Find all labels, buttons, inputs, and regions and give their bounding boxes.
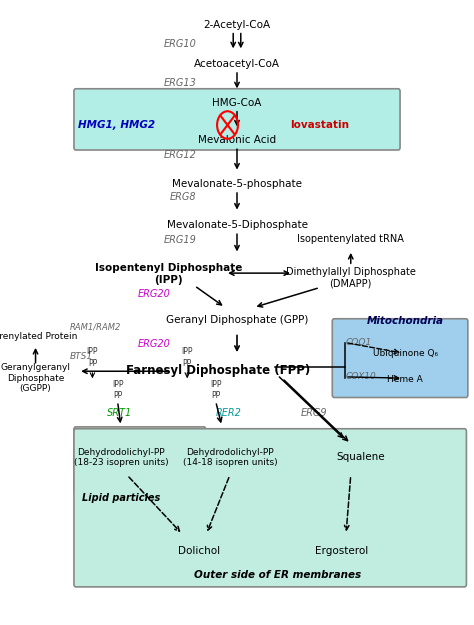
Text: HMG1, HMG2: HMG1, HMG2	[78, 120, 155, 130]
Text: Geranylgeranyl
Diphosphate
(GGPP): Geranylgeranyl Diphosphate (GGPP)	[0, 363, 71, 393]
Text: PP: PP	[182, 359, 192, 368]
Text: Prenylated Protein: Prenylated Protein	[0, 332, 77, 341]
Text: IPP: IPP	[112, 380, 123, 389]
Text: Dehydrodolichyl-PP
(14-18 isopren units): Dehydrodolichyl-PP (14-18 isopren units)	[182, 448, 277, 468]
Text: Acetoacetyl-CoA: Acetoacetyl-CoA	[194, 59, 280, 69]
Text: lovastatin: lovastatin	[291, 120, 349, 130]
FancyBboxPatch shape	[332, 319, 468, 398]
Text: PP: PP	[88, 359, 97, 368]
Text: RER2: RER2	[216, 408, 241, 418]
Text: Mevalonate-5-Diphosphate: Mevalonate-5-Diphosphate	[166, 220, 308, 230]
Text: Ergosterol: Ergosterol	[315, 546, 368, 556]
Text: 2-Acetyl-CoA: 2-Acetyl-CoA	[203, 20, 271, 30]
Text: ERG12: ERG12	[164, 150, 197, 160]
Text: PP: PP	[211, 391, 220, 399]
Text: Outer side of ER membranes: Outer side of ER membranes	[194, 570, 361, 580]
FancyBboxPatch shape	[74, 427, 206, 491]
Text: Dimethylallyl Diphosphate
(DMAPP): Dimethylallyl Diphosphate (DMAPP)	[286, 267, 416, 288]
Text: Geranyl Diphosphate (GPP): Geranyl Diphosphate (GPP)	[166, 315, 308, 325]
Text: Isopentenyl Diphosphate
(IPP): Isopentenyl Diphosphate (IPP)	[95, 263, 242, 284]
Text: IPP: IPP	[182, 348, 193, 356]
Text: COQ1: COQ1	[346, 338, 372, 347]
Text: Heme A: Heme A	[387, 376, 423, 384]
Text: Mitochondria: Mitochondria	[367, 316, 444, 326]
Text: ERG8: ERG8	[170, 192, 197, 202]
Text: Dolichol: Dolichol	[178, 546, 220, 556]
Text: Dehydrodolichyl-PP
(18-23 isopren units): Dehydrodolichyl-PP (18-23 isopren units)	[73, 448, 168, 468]
Text: HMG-CoA: HMG-CoA	[212, 98, 262, 107]
FancyBboxPatch shape	[74, 89, 400, 150]
Text: BTS1: BTS1	[70, 352, 93, 361]
Text: Lipid particles: Lipid particles	[82, 493, 160, 503]
Text: COX10: COX10	[346, 372, 377, 381]
Text: Farnesyl Diphosphate (FPP): Farnesyl Diphosphate (FPP)	[126, 364, 310, 377]
Text: Squalene: Squalene	[336, 452, 384, 462]
Text: Ubiquinone Q₆: Ubiquinone Q₆	[373, 349, 438, 358]
Text: Mevalonate-5-phosphate: Mevalonate-5-phosphate	[172, 179, 302, 189]
Text: PP: PP	[113, 391, 122, 399]
FancyBboxPatch shape	[74, 429, 466, 587]
Text: ERG20: ERG20	[138, 339, 171, 349]
Text: SRT1: SRT1	[107, 408, 133, 418]
Text: Mevalonic Acid: Mevalonic Acid	[198, 135, 276, 145]
Text: ERG20: ERG20	[138, 289, 171, 299]
Text: ERG19: ERG19	[164, 235, 197, 245]
Text: ERG13: ERG13	[164, 78, 197, 88]
Text: ERG9: ERG9	[301, 408, 328, 418]
Text: Isopentenylated tRNA: Isopentenylated tRNA	[297, 234, 404, 244]
Text: ERG10: ERG10	[164, 39, 197, 49]
Text: IPP: IPP	[87, 348, 98, 356]
Text: IPP: IPP	[210, 380, 221, 389]
Text: RAM1/RAM2: RAM1/RAM2	[70, 322, 121, 331]
